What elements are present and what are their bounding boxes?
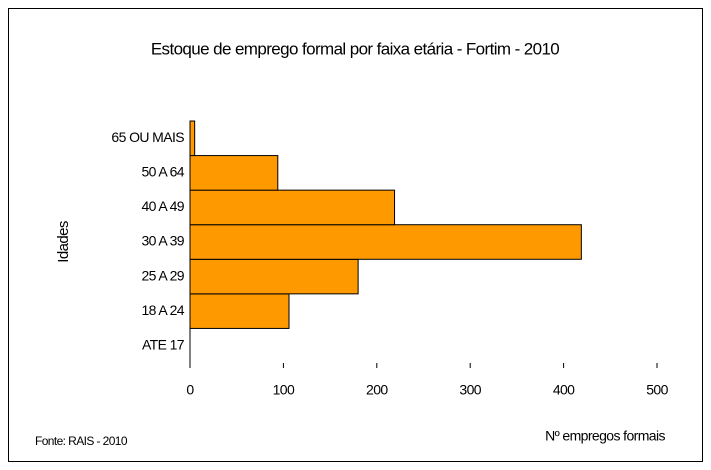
x-tick-label: 300 bbox=[459, 382, 481, 398]
x-tick-label: 500 bbox=[646, 382, 668, 398]
x-tick-label: 100 bbox=[273, 382, 295, 398]
y-axis-label: Idades bbox=[55, 221, 72, 263]
y-tick-label: 50 A 64 bbox=[141, 164, 184, 180]
bar bbox=[189, 189, 396, 226]
x-axis-label: Nº empregos formais bbox=[545, 428, 665, 444]
bar bbox=[189, 120, 196, 157]
y-tick-label: 40 A 49 bbox=[141, 198, 184, 214]
x-tick-label: 0 bbox=[186, 382, 194, 398]
y-tick-label: 30 A 39 bbox=[141, 233, 184, 249]
y-tick-label: 18 A 24 bbox=[141, 302, 184, 318]
source-note: Fonte: RAIS - 2010 bbox=[35, 434, 128, 448]
bar bbox=[189, 258, 359, 295]
chart-title: Estoque de emprego formal por faixa etár… bbox=[151, 39, 559, 58]
y-tick-label: 25 A 29 bbox=[141, 267, 184, 283]
y-tick-label: ATE 17 bbox=[142, 336, 185, 352]
x-tick-label: 200 bbox=[366, 382, 388, 398]
bar bbox=[189, 293, 290, 329]
bar bbox=[189, 224, 582, 260]
bar bbox=[189, 155, 279, 191]
y-tick-label: 65 OU MAIS bbox=[111, 129, 184, 145]
x-tick-label: 400 bbox=[553, 382, 575, 398]
